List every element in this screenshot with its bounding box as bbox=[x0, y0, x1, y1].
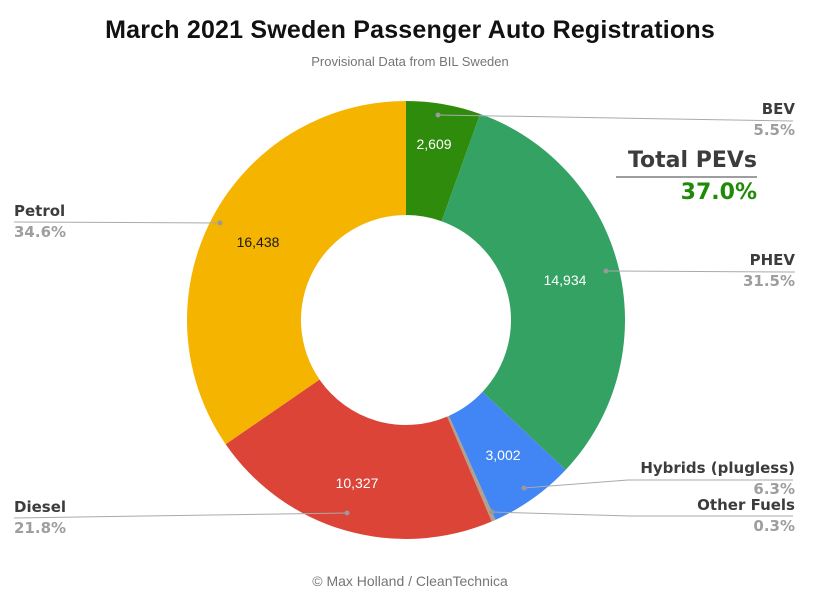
total-pevs-label: Total PEVs bbox=[615, 149, 757, 178]
callout-phev: PHEV 31.5% bbox=[743, 251, 795, 290]
phev-leader-dot bbox=[603, 268, 609, 274]
slice-value-bev: 2,609 bbox=[416, 136, 452, 152]
callout-bev: BEV 5.5% bbox=[753, 100, 795, 139]
slice-phev[interactable] bbox=[441, 113, 625, 470]
leader-dots bbox=[217, 112, 609, 516]
total-pevs-value: 37.0% bbox=[680, 180, 757, 205]
callout-bev-pct: 5.5% bbox=[753, 121, 795, 139]
credit-line: © Max Holland / CleanTechnica bbox=[312, 573, 508, 589]
total-pevs-annotation: Total PEVs 37.0% bbox=[615, 149, 757, 206]
callout-petrol-label: Petrol bbox=[14, 202, 66, 220]
callout-hybrids-pct: 6.3% bbox=[753, 480, 795, 498]
diesel-leader-line bbox=[13, 512, 348, 519]
callout-other-fuels: Other Fuels 0.3% bbox=[697, 496, 795, 535]
bev-leader-dot bbox=[435, 112, 441, 118]
slice-value-petrol: 16,438 bbox=[236, 234, 280, 250]
slice-other-fuels[interactable] bbox=[447, 415, 496, 522]
chart-title: March 2021 Sweden Passenger Auto Registr… bbox=[105, 16, 715, 44]
callout-hybrids: Hybrids (plugless) 6.3% bbox=[640, 459, 795, 498]
callout-hybrids-label: Hybrids (plugless) bbox=[640, 459, 795, 477]
callout-other-fuels-pct: 0.3% bbox=[753, 517, 795, 535]
callout-diesel-label: Diesel bbox=[14, 498, 67, 516]
diesel-leader-dot bbox=[344, 510, 350, 516]
phev-leader-line bbox=[605, 270, 796, 273]
petrol-leader-dot bbox=[217, 220, 223, 226]
callout-phev-pct: 31.5% bbox=[742, 272, 795, 290]
slice-bev[interactable] bbox=[406, 101, 481, 222]
other-fuels-leader-line bbox=[491, 511, 793, 517]
slice-value-hybrids: 3,002 bbox=[485, 447, 521, 463]
callout-other-fuels-label: Other Fuels bbox=[697, 496, 795, 514]
chart-subtitle: Provisional Data from BIL Sweden bbox=[311, 54, 509, 69]
donut-slices bbox=[187, 101, 625, 539]
leader-lines bbox=[13, 114, 796, 519]
callout-diesel: Diesel 21.8% bbox=[14, 498, 66, 537]
callout-phev-label: PHEV bbox=[749, 251, 795, 269]
slice-value-phev: 14,934 bbox=[543, 272, 587, 288]
callout-diesel-pct: 21.8% bbox=[14, 519, 67, 537]
slice-diesel[interactable] bbox=[225, 379, 492, 539]
hybrids-leader-dot bbox=[521, 485, 527, 491]
callout-bev-label: BEV bbox=[761, 100, 795, 118]
callout-petrol-pct: 34.6% bbox=[14, 223, 67, 241]
petrol-leader-line bbox=[13, 221, 221, 224]
bev-leader-line bbox=[437, 114, 794, 122]
other-fuels-leader-dot bbox=[489, 509, 495, 515]
hybrids-leader-line bbox=[523, 479, 793, 489]
slice-value-diesel: 10,327 bbox=[335, 475, 379, 491]
slice-petrol[interactable] bbox=[187, 101, 406, 445]
callout-petrol: Petrol 34.6% bbox=[14, 202, 66, 241]
slice-hybrids-plugless[interactable] bbox=[448, 391, 566, 520]
